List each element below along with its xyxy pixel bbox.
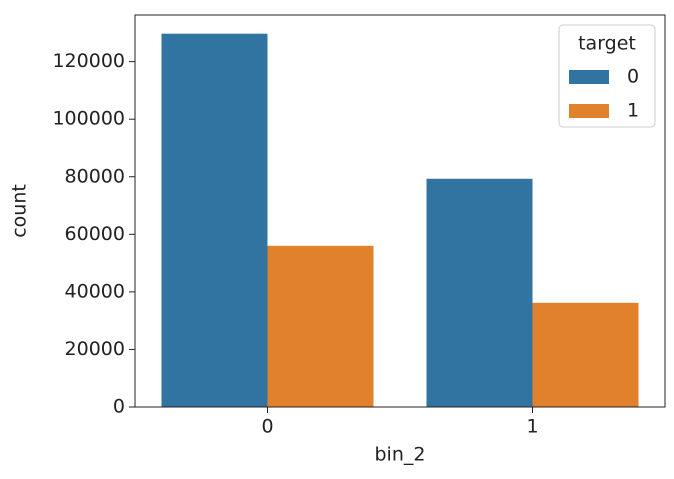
legend-title: target bbox=[578, 33, 636, 55]
legend-label: 1 bbox=[627, 100, 639, 122]
y-tick-label: 100000 bbox=[52, 108, 125, 130]
x-tick-label: 0 bbox=[261, 416, 273, 438]
y-tick-label: 40000 bbox=[65, 280, 125, 302]
legend-swatch bbox=[569, 70, 609, 84]
x-axis-label: bin_2 bbox=[375, 444, 426, 466]
bar bbox=[532, 302, 639, 407]
legend-swatch bbox=[569, 104, 609, 118]
y-tick-label: 0 bbox=[113, 396, 125, 418]
y-tick-label: 60000 bbox=[65, 223, 125, 245]
y-tick-label: 80000 bbox=[65, 165, 125, 187]
y-tick-label: 120000 bbox=[52, 50, 125, 72]
legend-label: 0 bbox=[627, 66, 639, 88]
y-tick-label: 20000 bbox=[65, 338, 125, 360]
bar bbox=[161, 33, 268, 407]
plot-frame bbox=[134, 14, 666, 408]
bar bbox=[426, 178, 533, 407]
x-tick-label: 1 bbox=[526, 416, 538, 438]
y-axis-label: count bbox=[9, 184, 31, 238]
bar bbox=[267, 245, 374, 407]
